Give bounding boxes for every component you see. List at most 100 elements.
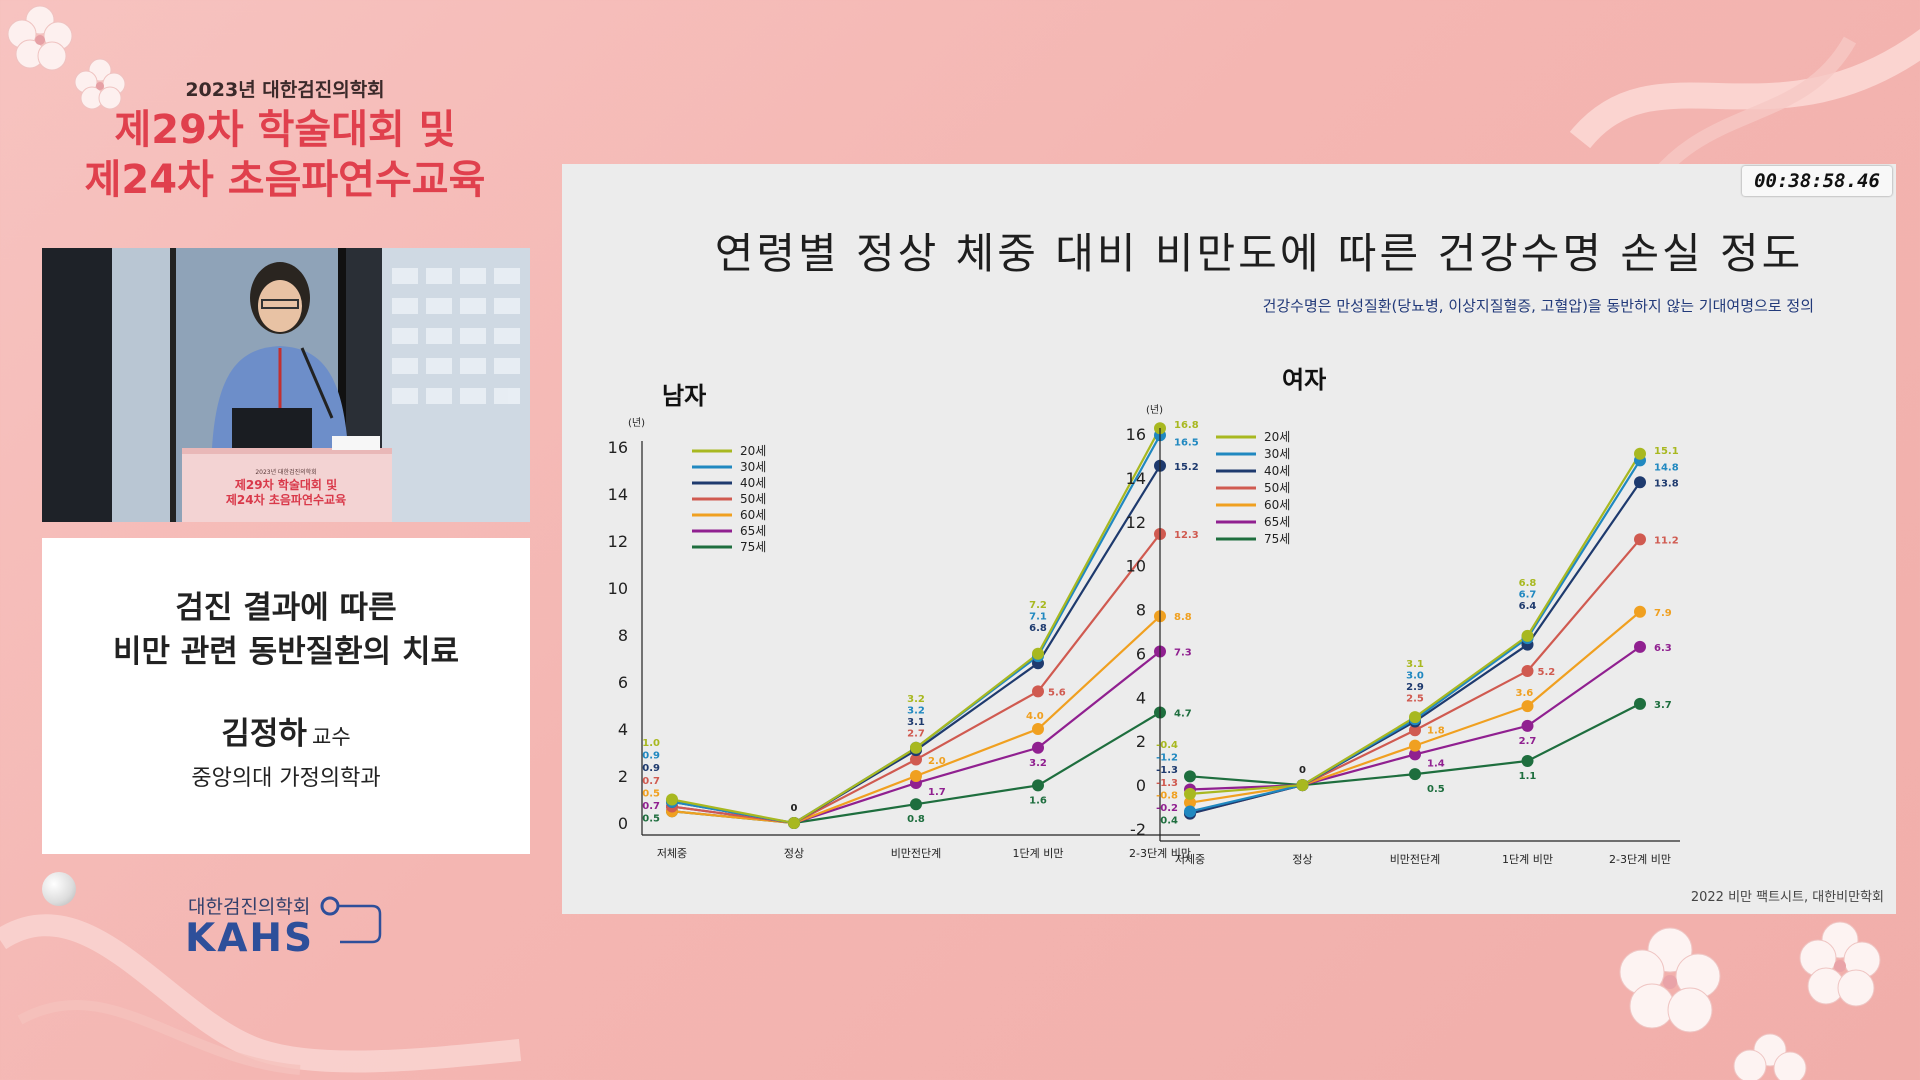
data-label-female: 15.1 (1654, 446, 1679, 457)
data-point-female (1184, 796, 1196, 809)
data-point-female (1409, 768, 1421, 781)
data-label-male: 4.0 (1026, 711, 1044, 722)
conference-year-line: 2023년 대한검진의학회 (185, 79, 385, 101)
data-point-male (910, 741, 922, 754)
data-label-male: 5.6 (1048, 687, 1066, 698)
speaker-role: 교수 (312, 725, 351, 749)
data-label-male: 0 (791, 803, 798, 814)
data-point-male (1032, 779, 1044, 792)
data-point-female (1296, 779, 1309, 792)
y-unit-label-male: (년) (628, 417, 645, 429)
data-label-female: -0.2 (1156, 803, 1178, 814)
podium-line3: 제24차 초음파연수교육 (226, 492, 346, 507)
legend-label-male: 75세 (740, 540, 766, 554)
legend-label-male: 20세 (740, 444, 766, 458)
data-point-female (1521, 754, 1534, 767)
data-label-male: 1.0 (642, 738, 660, 749)
y-unit-label-female: (년) (1146, 404, 1163, 416)
data-label-female: 2.7 (1519, 736, 1537, 747)
x-tick-label-female: 비만전단계 (1390, 853, 1441, 866)
data-point-male (666, 793, 678, 806)
kahs-logo-korean: 대한검진의학회 (188, 896, 311, 918)
talk-info-card: 검진 결과에 따른 비만 관련 동반질환의 치료 김정하 교수 중앙의대 가정의… (42, 538, 530, 854)
x-tick-label-female: 정상 (1292, 853, 1312, 866)
talk-title-line1: 검진 결과에 따른 (175, 590, 397, 626)
data-label-male: 0.9 (642, 763, 660, 774)
slide-title: 연령별 정상 체중 대비 비만도에 따른 건강수명 손실 정도 (714, 229, 1804, 278)
data-label-female: -1.3 (1156, 778, 1178, 789)
y-tick-label-female: 2 (1136, 732, 1146, 751)
data-label-male: 12.3 (1174, 530, 1199, 541)
y-tick-label-female: -2 (1130, 820, 1146, 839)
data-label-female: 5.2 (1538, 667, 1556, 678)
data-label-female: 3.6 (1516, 688, 1534, 699)
data-label-female: 6.8 (1519, 578, 1537, 589)
data-label-female: 3.0 (1406, 671, 1424, 682)
x-tick-label-female: 1단계 비만 (1502, 853, 1553, 866)
data-point-female (1521, 719, 1534, 732)
data-label-male: 3.1 (907, 717, 925, 728)
cherry-blossom-top-left (7, 5, 126, 110)
chart-title-female: 여자 (1282, 366, 1326, 394)
data-point-female (1184, 805, 1196, 818)
data-label-female: 3.1 (1406, 659, 1424, 670)
data-label-male: 0.9 (642, 751, 660, 762)
data-label-female: 1.4 (1427, 758, 1445, 769)
data-label-female: -1.3 (1156, 765, 1178, 776)
y-tick-label-female: 6 (1136, 644, 1146, 663)
data-label-male: 0.5 (642, 814, 660, 825)
data-point-female (1521, 700, 1534, 713)
podium-line2: 제29차 학술대회 및 (235, 477, 337, 492)
data-label-male: 3.2 (907, 705, 925, 716)
stethoscope-icon (320, 896, 382, 944)
data-label-female: 3.7 (1654, 700, 1672, 711)
data-point-female (1634, 533, 1646, 546)
data-point-female (1634, 640, 1646, 653)
speaker-line: 김정하 교수 (42, 708, 530, 753)
data-label-male: 2.7 (907, 728, 925, 739)
data-point-male (1032, 741, 1044, 754)
data-point-male (788, 817, 800, 829)
data-point-female (1634, 476, 1646, 489)
data-point-female (1634, 447, 1646, 460)
y-tick-label-male: 8 (618, 626, 628, 645)
data-label-female: 0.5 (1427, 784, 1445, 795)
cherry-blossom-bottom-right (1619, 921, 1881, 1080)
y-tick-label-female: 4 (1136, 688, 1146, 707)
y-tick-label-male: 12 (608, 532, 628, 551)
speaker-department: 중앙의대 가정의학과 (191, 766, 381, 791)
conference-title-line2: 제24차 초음파연수교육 (84, 157, 486, 203)
x-tick-label-male: 비만전단계 (891, 847, 942, 860)
data-label-male: 1.7 (928, 787, 946, 798)
x-tick-label-male: 정상 (784, 847, 804, 860)
data-label-female: -0.4 (1156, 740, 1178, 751)
speaker-name: 김정하 (221, 716, 307, 752)
data-label-male: 8.8 (1174, 612, 1192, 623)
data-label-male: 1.6 (1029, 795, 1047, 806)
data-label-male: 4.7 (1174, 709, 1192, 720)
legend-label-female: 30세 (1264, 447, 1290, 461)
y-tick-label-female: 8 (1136, 601, 1146, 620)
legend-label-male: 40세 (740, 476, 766, 490)
conference-title: 제29차 학술대회 및 제24차 초음파연수교육 (40, 105, 530, 205)
data-label-male: 16.8 (1174, 420, 1199, 431)
presentation-slide: 연령별 정상 체중 대비 비만도에 따른 건강수명 손실 정도 건강수명은 만성… (562, 164, 1896, 914)
data-point-female (1409, 748, 1421, 761)
y-tick-label-male: 14 (608, 485, 628, 504)
data-label-male: 0.5 (642, 788, 660, 799)
slide-note: 건강수명은 만성질환(당뇨병, 이상지질혈증, 고혈압)을 동반하지 않는 기대… (1262, 297, 1814, 315)
y-tick-label-female: 16 (1126, 425, 1146, 444)
data-label-female: 6.4 (1519, 601, 1537, 612)
legend-label-female: 50세 (1264, 481, 1290, 495)
data-label-male: 7.1 (1029, 611, 1047, 622)
series-line-female (1189, 481, 1641, 815)
y-tick-label-male: 4 (618, 720, 628, 739)
data-label-male: 2.0 (928, 756, 946, 767)
legend-label-female: 20세 (1264, 430, 1290, 444)
data-point-male (910, 753, 922, 766)
kahs-logo-english: KAHS (185, 916, 315, 961)
data-label-male: 0.7 (642, 776, 660, 787)
y-tick-label-female: 10 (1126, 557, 1146, 576)
data-label-female: 11.2 (1654, 535, 1679, 546)
y-tick-label-female: 0 (1136, 776, 1146, 795)
